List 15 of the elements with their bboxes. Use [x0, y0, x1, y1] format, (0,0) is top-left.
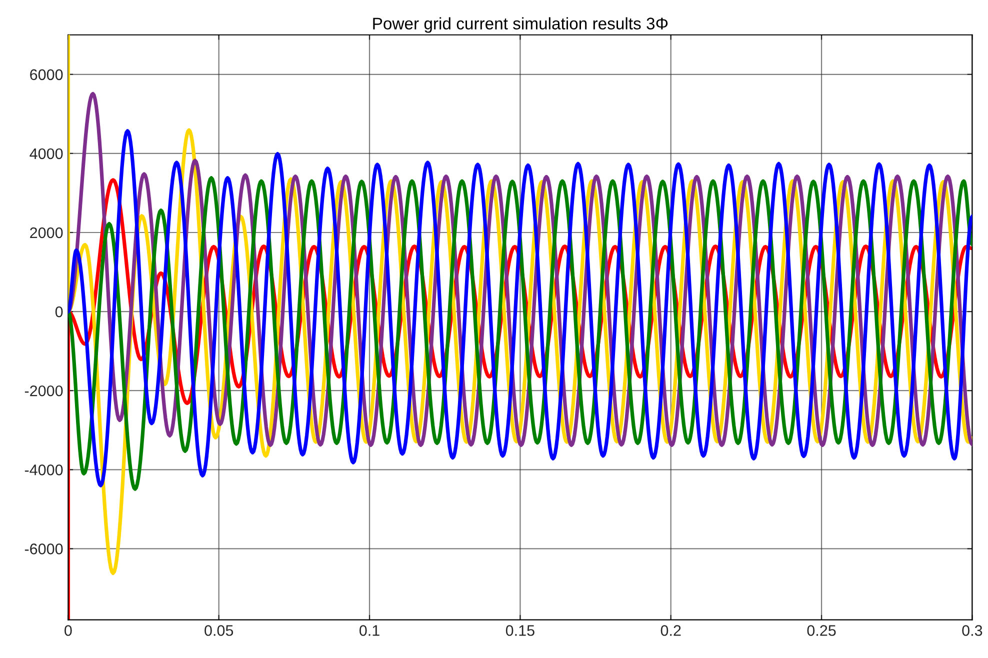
chart-title: Power grid current simulation results 3Φ [373, 17, 668, 33]
x-tick-label: 0.3 [962, 625, 982, 636]
y-tick-label: 2000 [30, 227, 63, 238]
y-tick-label: 0 [55, 306, 63, 318]
y-tick-label: 6000 [30, 69, 63, 80]
y-tick-label: -4000 [24, 464, 63, 476]
x-tick-label: 0 [64, 625, 72, 636]
x-tick-label: 0.25 [807, 625, 836, 636]
y-tick-label: 4000 [30, 148, 63, 160]
y-tick-label: -2000 [24, 385, 63, 396]
x-tick-label: 0.2 [660, 625, 681, 636]
x-tick-label: 0.1 [359, 625, 380, 636]
y-tick-label: -6000 [24, 544, 63, 554]
x-tick-label: 0.15 [506, 625, 534, 636]
x-tick-label: 0.05 [204, 625, 234, 636]
